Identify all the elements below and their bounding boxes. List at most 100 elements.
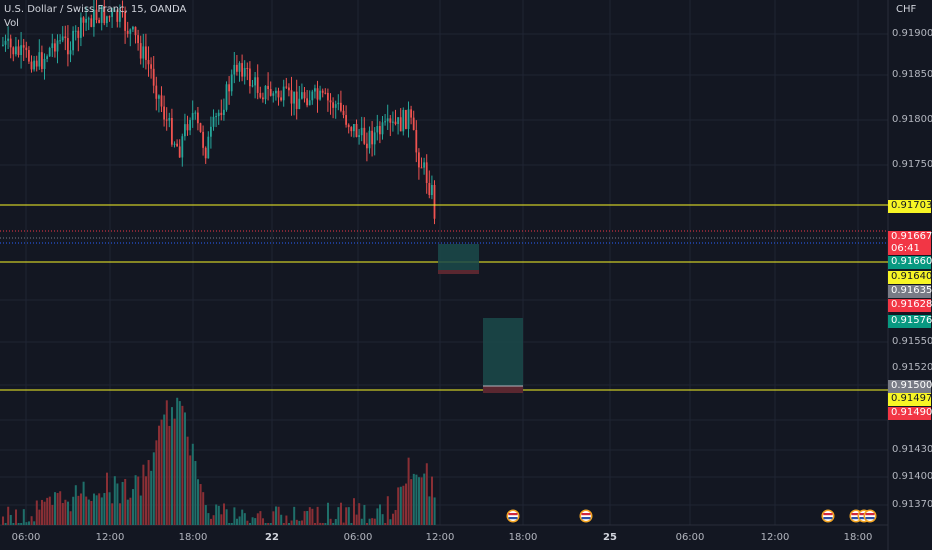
candle-body xyxy=(210,126,212,137)
candle-body xyxy=(314,88,316,92)
x-tick-label: 12:00 xyxy=(95,532,125,543)
candle-body xyxy=(319,90,321,100)
volume-bar xyxy=(342,522,345,525)
volume-bar xyxy=(158,425,160,525)
volume-bar xyxy=(61,503,64,525)
volume-bar xyxy=(126,499,129,525)
volume-bar xyxy=(189,455,192,525)
x-tick-label: 06:00 xyxy=(11,532,41,543)
candle-body xyxy=(67,38,69,55)
volume-bar xyxy=(28,521,30,525)
volume-bar xyxy=(197,479,199,525)
volume-bar xyxy=(119,503,121,525)
volume-label: Vol xyxy=(4,18,19,29)
candle-body xyxy=(69,50,72,55)
candle-body xyxy=(87,18,90,20)
candle-body xyxy=(405,109,407,129)
candle-body xyxy=(272,93,275,96)
candle-body xyxy=(72,30,74,51)
volume-bar xyxy=(90,501,93,525)
candle-body xyxy=(28,50,30,62)
candle-body xyxy=(85,18,87,23)
candle-body xyxy=(384,121,386,123)
economic-event-flag-icon[interactable] xyxy=(863,509,877,523)
volume-bar xyxy=(106,472,108,525)
volume-bar xyxy=(340,502,342,525)
candle-body xyxy=(106,16,108,24)
volume-bar xyxy=(100,497,103,525)
candle-body xyxy=(155,85,158,99)
price-badge-countdown: 06:41 xyxy=(891,243,920,254)
volume-bar xyxy=(38,509,41,525)
volume-bar xyxy=(145,476,147,525)
volume-bar xyxy=(139,495,142,525)
price-badge: 0.91628 xyxy=(888,299,932,312)
volume-bar xyxy=(134,475,137,525)
candle-body xyxy=(51,43,54,49)
candle-body xyxy=(350,127,353,132)
candle-body xyxy=(347,124,350,128)
candle-body xyxy=(262,97,264,100)
volume-bar xyxy=(371,518,374,525)
volume-bar xyxy=(389,519,392,525)
volume-bar xyxy=(85,496,88,525)
candle-body xyxy=(74,30,77,32)
volume-bar xyxy=(428,496,431,525)
candle-body xyxy=(402,109,405,132)
volume-bar xyxy=(407,457,410,525)
volume-bar xyxy=(272,511,275,525)
volume-bar xyxy=(35,500,38,525)
candle-body xyxy=(152,68,155,86)
candle-body xyxy=(126,30,129,34)
volume-bar xyxy=(282,523,285,525)
position-target-zone xyxy=(438,244,479,270)
candle-body xyxy=(264,85,267,100)
volume-bar xyxy=(334,518,337,525)
volume-bar xyxy=(386,496,389,525)
x-tick-label: 12:00 xyxy=(760,532,790,543)
economic-event-flag-icon[interactable] xyxy=(821,509,835,523)
volume-bar xyxy=(165,400,168,525)
candle-body xyxy=(249,68,251,87)
candle-body xyxy=(324,92,327,94)
candle-body xyxy=(329,100,332,103)
volume-bar xyxy=(142,464,145,525)
candle-body xyxy=(173,143,176,145)
candle-body xyxy=(56,40,59,52)
volume-bar xyxy=(150,470,153,525)
candle-body xyxy=(238,63,241,72)
currency-label[interactable]: CHF xyxy=(896,4,917,15)
candle-body xyxy=(308,100,311,106)
candle-body xyxy=(134,26,137,36)
candle-body xyxy=(371,130,373,145)
volume-bar xyxy=(9,514,12,525)
volume-bar xyxy=(54,492,56,525)
candle-body xyxy=(150,64,152,69)
volume-bar xyxy=(207,513,210,525)
candle-body xyxy=(415,130,418,153)
economic-event-flag-icon[interactable] xyxy=(506,509,520,523)
candle-body xyxy=(342,110,345,116)
candle-body xyxy=(199,123,202,132)
volume-bar xyxy=(350,523,353,525)
economic-event-flag-icon[interactable] xyxy=(579,509,593,523)
volume-bar xyxy=(410,479,413,525)
candle-body xyxy=(38,52,41,67)
price-badge: 0.91660 xyxy=(888,256,932,269)
candle-body xyxy=(113,10,116,12)
candle-body xyxy=(12,47,15,55)
candle-body xyxy=(61,36,64,41)
candle-body xyxy=(2,44,4,46)
volume-bar xyxy=(321,523,324,525)
candle-body xyxy=(334,104,337,108)
volume-bar xyxy=(43,501,46,525)
candle-body xyxy=(298,98,301,109)
candle-body xyxy=(433,185,436,219)
candle-body xyxy=(394,121,397,125)
volume-bar xyxy=(67,501,69,525)
volume-bar xyxy=(46,497,49,525)
volume-bar xyxy=(366,523,368,525)
candle-body xyxy=(337,102,340,105)
